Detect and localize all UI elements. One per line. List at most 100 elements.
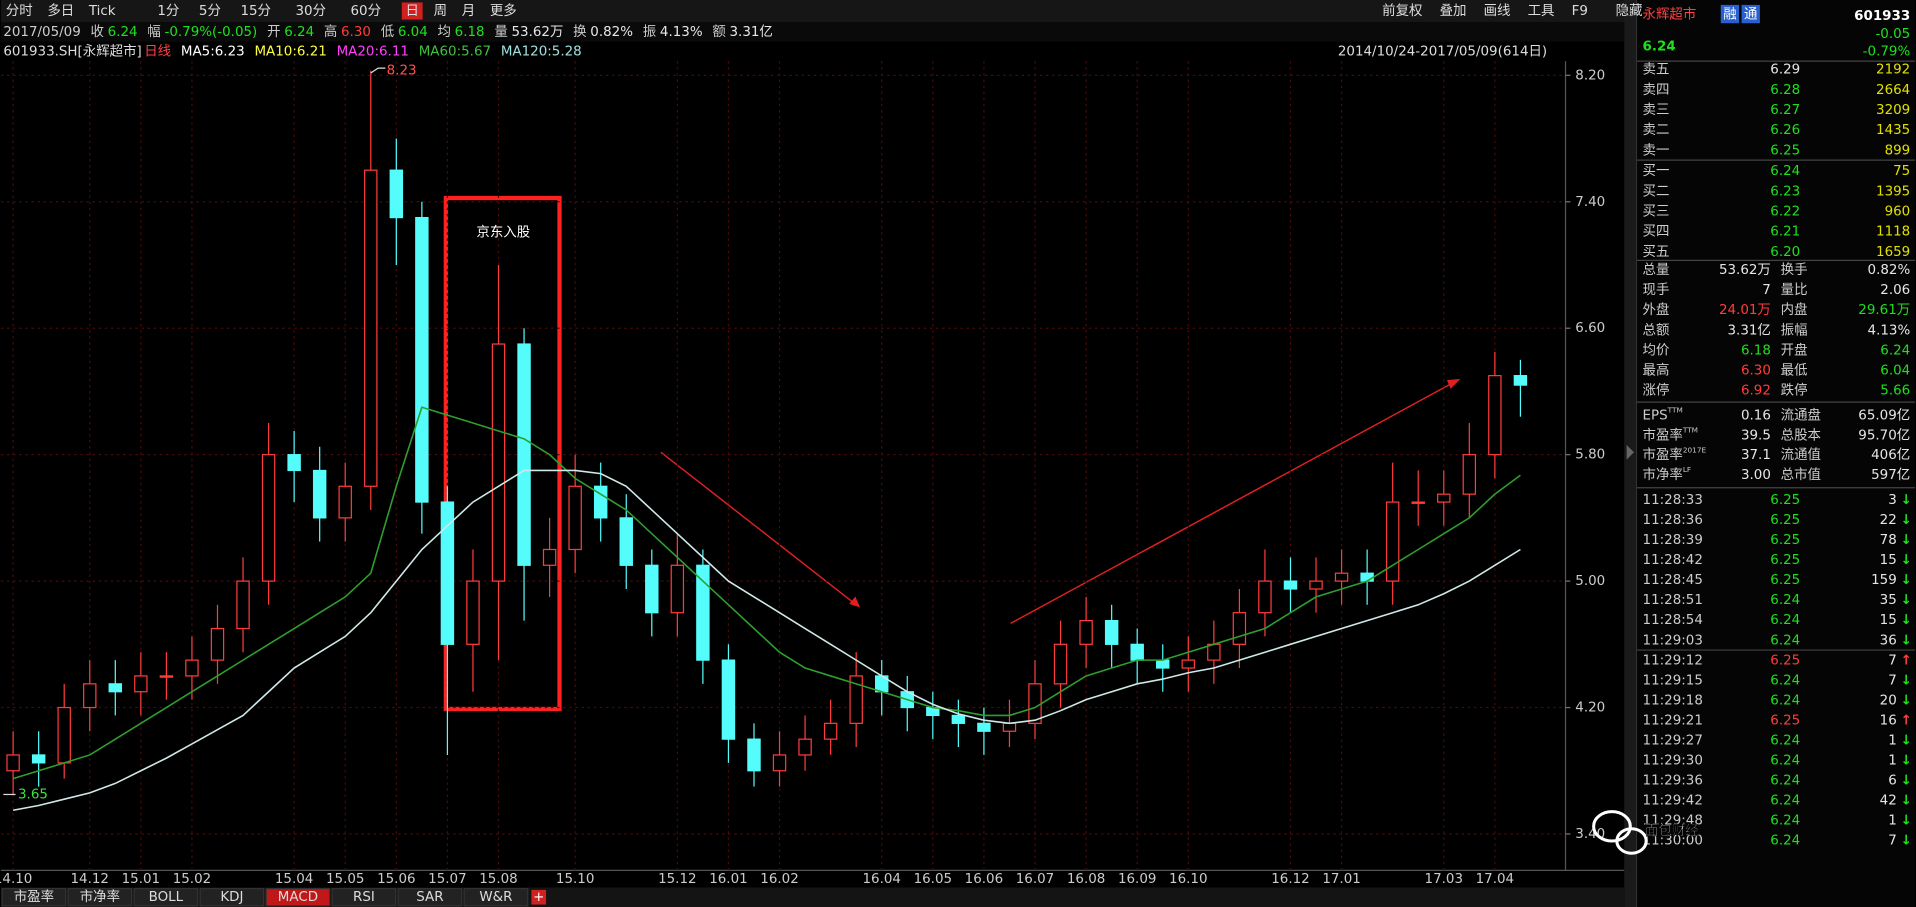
y-tick-label: 3.40 [1575,827,1605,842]
x-tick-label: 16.02 [760,872,798,887]
candle-body [1028,683,1042,724]
tab[interactable] [265,888,331,907]
tab[interactable] [331,888,397,907]
candle-body [1488,375,1502,456]
trade-time: 11:29:18 [1643,693,1703,708]
candle-body [1334,572,1349,582]
active-period-bg [401,2,423,20]
trade-price: 6.24 [1770,593,1800,608]
x-tick-label: 14.12 [71,872,109,887]
price-change: -0.05 [1875,27,1910,42]
x-tick-label: 16.04 [862,872,900,887]
tool-button[interactable]: 前复权 [1382,2,1422,19]
x-tick-label: 15.07 [428,872,466,887]
tab[interactable] [397,888,463,907]
period-button[interactable]: 60分 [350,3,381,19]
tab[interactable] [199,888,265,907]
trade-arrow: ↓ [1900,593,1911,608]
tab[interactable] [67,888,133,907]
candle-body [108,683,123,693]
fund-value: 39.5 [1741,428,1771,443]
info-label: 换 [573,24,587,40]
high-pointer [370,67,386,74]
candle-body [210,627,225,661]
x-tick-label: 15.10 [556,872,594,887]
x-tick-label: 16.10 [1169,872,1207,887]
book-volume: 899 [1885,143,1911,158]
info-label: 高 [324,23,337,40]
period-button[interactable]: 分时 [6,3,33,19]
trade-price: 6.24 [1770,673,1800,688]
tool-button[interactable]: F9 [1572,4,1588,19]
period-button[interactable]: 1分 [157,3,179,19]
collapse-arrow[interactable] [1626,444,1634,460]
badge-label: 通 [1744,7,1758,23]
candle-body [823,722,838,740]
add-tab[interactable] [531,889,547,905]
candle-body [542,548,557,566]
symbol: 601933.SH [3,44,77,59]
tab[interactable] [463,888,529,907]
tool-button[interactable]: 工具 [1528,4,1555,19]
period-button[interactable]: 月 [462,4,475,19]
book-volume: 1435 [1876,123,1910,138]
trade-price: 6.25 [1770,533,1800,548]
fund-label-sup: LF [1683,465,1691,474]
tab[interactable] [133,888,199,907]
candle-body [31,754,46,764]
candle-body [491,343,506,582]
info-bar: 2017/05/09 收 6.24 幅 -0.79%(-0.05) 开 6.24 高 6.30 低… [3,23,773,40]
trade-volume: 3 [1888,493,1897,508]
fund-label: 市盈率2017E [1643,445,1707,463]
info-value: 6.24 [108,25,138,40]
stat-value: 6.24 [1880,343,1910,358]
stat-label: 总量 [1643,262,1670,278]
tool-button[interactable]: 叠加 [1440,3,1467,19]
trade-time: 11:28:54 [1643,613,1703,628]
tab-label: KDJ [220,890,243,905]
price-change-pct: -0.79% [1863,44,1911,59]
period-button[interactable]: 15分 [240,3,271,19]
high-label: 8.23 [387,64,417,79]
stat-label: 内盘 [1781,301,1808,318]
period-button[interactable]: 30分 [295,3,326,19]
trade-arrow: ↓ [1900,553,1911,568]
period-button[interactable]: 更多 [490,2,517,19]
fund-label: 总股本 [1781,427,1821,443]
x-tick-label: 15.02 [173,872,211,887]
candle-body [1437,493,1451,503]
period-button[interactable]: Tick [88,4,116,19]
trade-price: 6.25 [1770,493,1800,508]
x-tick-label: 15.01 [122,872,160,887]
fund-value: 0.16 [1741,409,1771,424]
period-button[interactable]: 周 [434,4,447,19]
period-button[interactable]: 5分 [199,3,221,19]
tool-button[interactable]: 隐藏 [1616,3,1643,19]
candle-body [312,469,327,519]
book-label: 买二 [1643,183,1670,199]
fund-label: 市盈率TTM [1643,426,1698,444]
candle-body [185,659,199,677]
candle-body [287,454,301,472]
trend-arrow-down [660,451,857,606]
info-bar-bg [0,22,1625,42]
trade-volume: 1 [1888,754,1897,769]
trade-price: 6.24 [1770,734,1800,749]
x-tick-label: 16.07 [1016,872,1054,887]
info-label: 收 [91,24,104,40]
x-tick-label: 17.01 [1322,872,1360,887]
period-button[interactable]: 日 [405,4,418,19]
stat-value: 2.06 [1880,283,1910,298]
tool-button[interactable]: 画线 [1484,3,1511,19]
stat-label: 涨停 [1643,381,1670,398]
candle-body [364,169,378,487]
info-value: 6.30 [341,25,371,40]
candle-body [1411,501,1425,504]
trade-volume: 7 [1888,653,1897,668]
trade-time: 11:29:48 [1643,814,1703,829]
info-label: 额 [712,24,726,40]
trade-arrow: ↑ [1900,653,1911,668]
tab[interactable] [1,888,67,907]
trade-arrow: ↓ [1900,834,1911,849]
period-button[interactable]: 多日 [47,2,74,19]
